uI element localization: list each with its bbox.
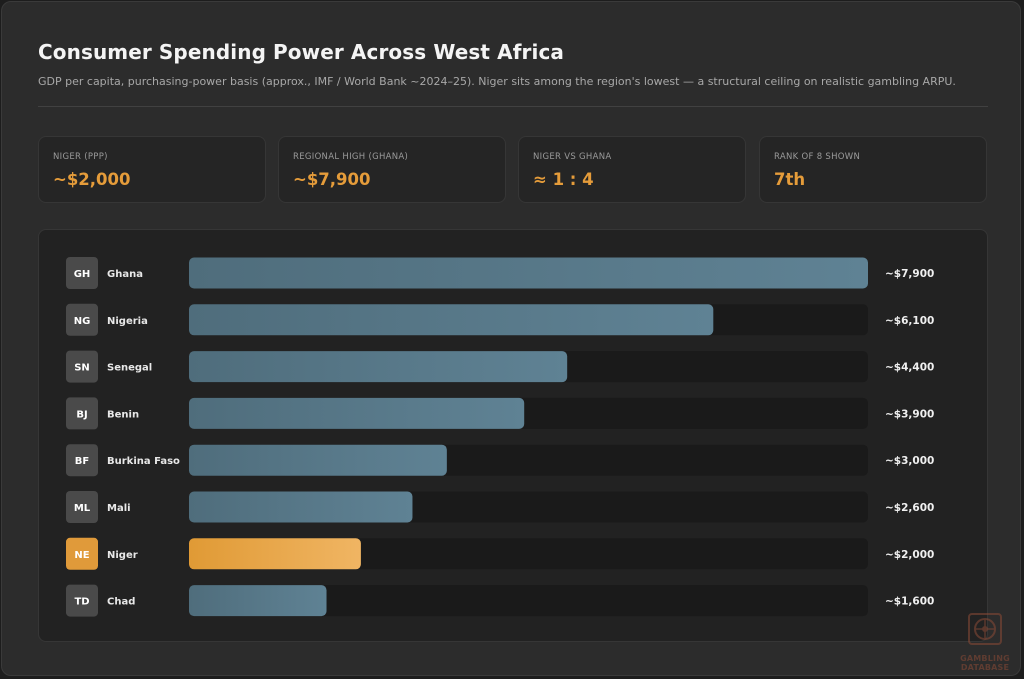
page-title: Consumer Spending Power Across West Afri… [38,40,565,64]
kpi-card-niger-ppp: NIGER (PPP) ~$2,000 [38,136,266,203]
kpi-label: REGIONAL HIGH (GHANA) [293,152,409,162]
country-badge [66,444,98,477]
gambling-database-logo: GAMBLING DATABASE [952,612,1018,674]
bar-ghana [189,257,868,289]
logo-text: GAMBLING DATABASE [960,654,1010,672]
tick-label: Nigeria [107,316,148,327]
bar-chart: GH Ghana ~$7,900 NG Nigeria ~$6,100 SN Senegal ~… [66,257,934,617]
country-badge [66,491,98,523]
kpi-label: RANK OF 8 SHOWN [774,152,861,162]
data-label: ~$7,900 [885,268,934,280]
country-code: TD [74,597,89,608]
country-code: NG [74,316,91,327]
country-badge [66,350,98,383]
bar-benin [189,397,525,429]
bar-burkina-faso [189,444,447,476]
tick-label: Benin [107,409,139,420]
kpi-card-regional-high: REGIONAL HIGH (GHANA) ~$7,900 [278,136,506,203]
kpi-value: ~$2,000 [53,170,131,189]
data-label: ~$3,900 [885,408,934,420]
kpi-label: NIGER (PPP) [53,152,108,162]
country-badge [66,584,98,617]
country-code: NE [74,550,89,561]
bar-row-burkina-faso: BF Burkina Faso ~$3,000 [66,444,934,477]
bar-row-mali: ML Mali ~$2,600 [66,491,934,523]
roulette-wheel-icon [968,613,1002,645]
bar-row-nigeria: NG Nigeria ~$6,100 [66,303,934,336]
kpi-value: 7th [774,170,806,189]
tick-label: Chad [107,597,135,608]
kpi-card-niger-vs-ghana: NIGER VS GHANA ≈ 1 : 4 [518,136,746,203]
bar-chad [189,585,327,617]
data-label: ~$2,000 [885,549,934,561]
data-label: ~$1,600 [885,596,934,608]
data-label: ~$4,400 [885,362,934,374]
kpi-label: NIGER VS GHANA [533,152,612,162]
kpi-value: ~$7,900 [293,170,371,189]
bar-nigeria [189,304,714,336]
country-code: BF [75,456,89,467]
tick-label: Burkina Faso [107,456,180,467]
tick-label: Mali [107,503,131,514]
tick-label: Niger [107,550,138,561]
header-divider [38,106,988,107]
kpi-card-rank: RANK OF 8 SHOWN 7th [759,136,987,203]
country-code: SN [74,363,90,374]
country-badge [66,397,98,430]
bar-row-ghana: GH Ghana ~$7,900 [66,257,934,289]
tick-label: Senegal [107,363,152,374]
tick-label: Ghana [107,269,143,280]
country-code: BJ [76,409,87,420]
bar-row-niger: NE Niger ~$2,000 [66,537,934,570]
bar-row-senegal: SN Senegal ~$4,400 [66,350,934,383]
kpi-value: ≈ 1 : 4 [533,170,594,189]
data-label: ~$6,100 [885,315,934,327]
data-label: ~$3,000 [885,455,934,467]
bar-row-benin: BJ Benin ~$3,900 [66,397,934,430]
bar-row-chad: TD Chad ~$1,600 [66,584,934,617]
bar-mali [189,491,413,523]
bar-track [189,585,868,617]
bar-senegal [189,351,568,383]
chart-panel: GH Ghana ~$7,900 NG Nigeria ~$6,100 SN Senegal ~… [38,229,988,642]
country-code: ML [74,503,91,514]
country-badge [66,257,98,289]
country-badge [66,537,98,570]
page-subtitle: GDP per capita, purchasing-power basis (… [38,75,956,88]
data-label: ~$2,600 [885,502,934,514]
country-badge [66,303,98,336]
country-code: GH [74,269,91,280]
bar-niger [189,538,361,570]
